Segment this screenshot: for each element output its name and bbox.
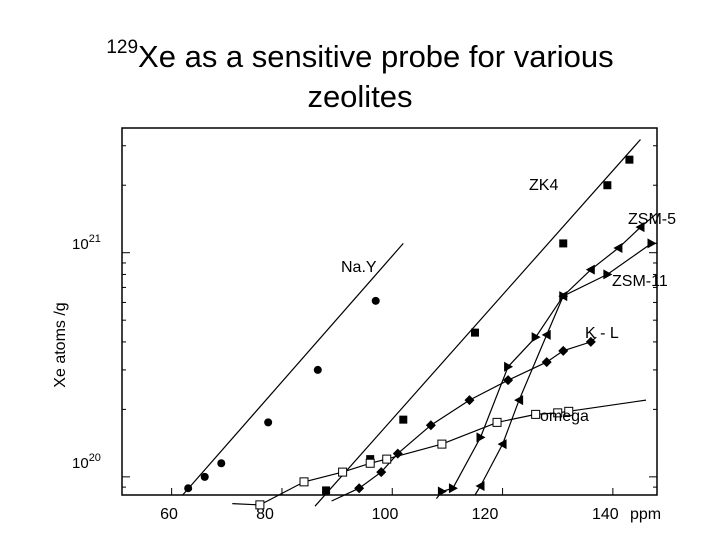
data-point (338, 467, 348, 477)
data-point (514, 395, 524, 406)
data-point (437, 486, 447, 497)
data-point (200, 472, 209, 481)
data-point (603, 269, 613, 280)
series-label-na-y: Na.Y (341, 259, 377, 276)
data-point (476, 432, 486, 443)
data-point (559, 291, 569, 302)
series-label-zsm-11: ZSM-11 (612, 273, 668, 290)
x-tick-label: 140 (592, 506, 619, 523)
series-line-zsm-11 (435, 242, 657, 499)
data-point (392, 448, 403, 459)
data-point (497, 439, 507, 450)
data-point (613, 242, 623, 253)
data-point (492, 417, 502, 427)
x-tick-label: 80 (256, 506, 274, 523)
data-point (504, 361, 514, 372)
data-point (399, 415, 408, 424)
data-point (585, 336, 596, 347)
title-superscript: 129 (106, 37, 139, 58)
x-tick-label: 60 (160, 506, 178, 523)
data-point (354, 483, 365, 494)
series-label-omega: omega (540, 408, 589, 425)
x-tick-label: 120 (471, 506, 499, 523)
data-point (184, 484, 193, 493)
data-point (264, 418, 273, 427)
series-label-k-l: K - L (585, 325, 619, 342)
data-point (470, 328, 479, 337)
data-point (585, 264, 595, 275)
series-line-zsm-5 (474, 212, 658, 496)
title-line-2: zeolites (307, 79, 413, 114)
data-point (437, 439, 447, 449)
series-line-na-y (182, 243, 404, 496)
data-point (625, 155, 634, 164)
x-axis-unit: ppm (630, 506, 662, 523)
data-point (448, 483, 458, 494)
series-label-zsm-5: ZSM-5 (628, 211, 676, 228)
data-point (382, 454, 392, 464)
y-tick-exponent: 21 (88, 233, 101, 245)
data-point (464, 395, 475, 406)
data-point (365, 458, 375, 468)
x-tick-label: 100 (371, 506, 399, 523)
data-point (558, 345, 569, 356)
y-tick-exponent: 20 (88, 452, 101, 464)
data-point (635, 222, 645, 233)
data-point (603, 181, 612, 190)
data-point (255, 500, 265, 510)
title-line-1: Xe as a sensitive probe for various (138, 39, 614, 74)
data-point (313, 365, 322, 374)
data-point (376, 467, 387, 478)
y-tick-label-1e20: 1020 (72, 452, 101, 472)
data-point (531, 409, 541, 419)
series-line-zk4 (314, 139, 641, 507)
data-point (425, 420, 436, 431)
y-tick-label-1e21: 1021 (72, 233, 101, 253)
data-point (299, 477, 309, 487)
data-point (541, 329, 551, 340)
y-tick-base: 10 (72, 455, 89, 472)
data-point (371, 296, 380, 305)
data-point (322, 486, 331, 495)
data-point (475, 481, 485, 492)
plot-frame (121, 127, 658, 496)
data-point (217, 459, 226, 468)
data-point (647, 238, 657, 249)
data-point (564, 406, 574, 416)
series-label-zk4: ZK4 (529, 177, 558, 194)
data-point (503, 375, 514, 386)
data-point (531, 332, 541, 343)
y-tick-base: 10 (72, 236, 89, 253)
data-point (541, 357, 552, 368)
data-point (553, 408, 563, 418)
data-point (559, 239, 568, 248)
chart-title: 129Xe as a sensitive probe for various z… (0, 28, 720, 117)
